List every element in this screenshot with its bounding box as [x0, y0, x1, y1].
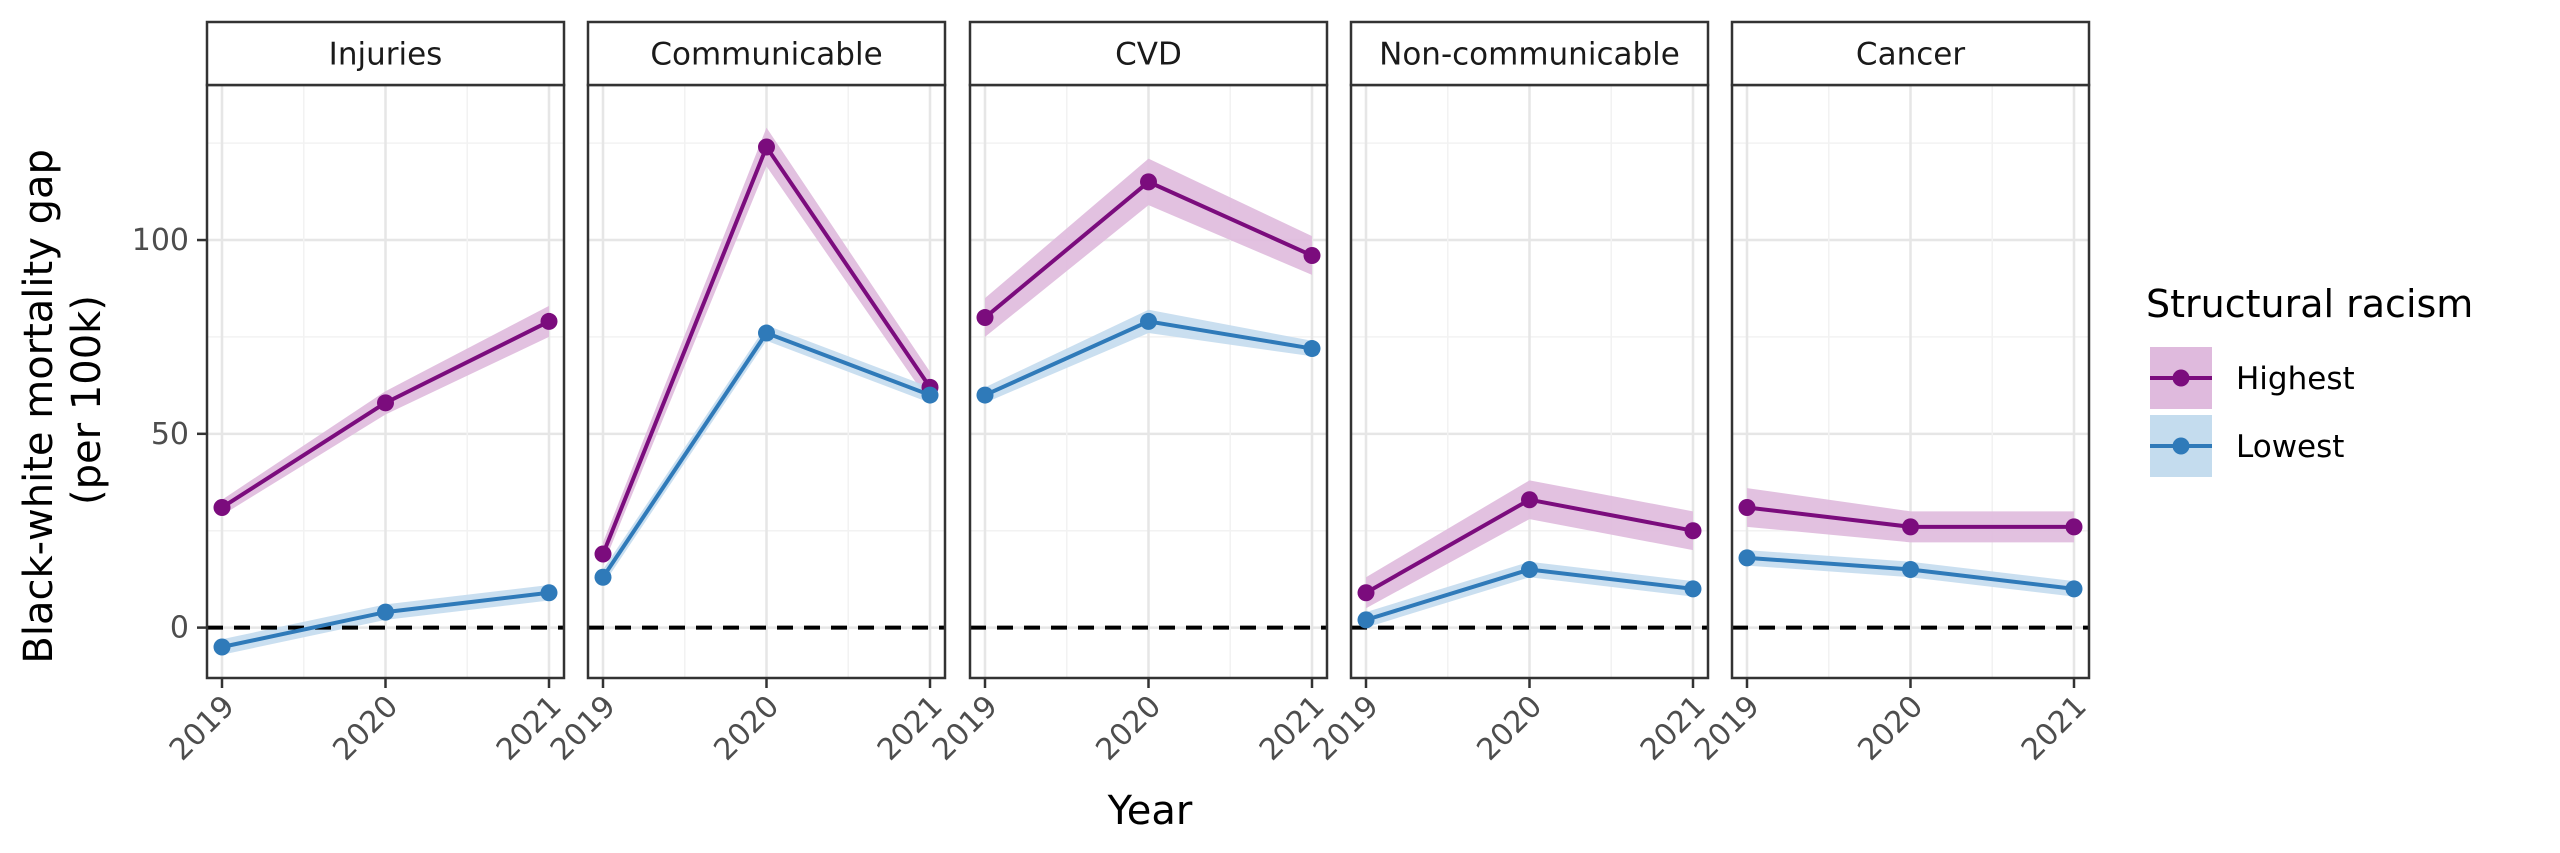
x-tick-label: 2019	[926, 689, 1005, 768]
x-tick-label: 2019	[163, 689, 242, 768]
legend-title: Structural racism	[2146, 282, 2473, 326]
grid	[207, 85, 564, 678]
y-tick-label: 0	[170, 611, 189, 646]
x-tick-label: 2020	[1089, 689, 1168, 768]
data-point-highest	[594, 545, 612, 563]
y-axis: 0 50 100	[132, 223, 207, 646]
facet-strip-label: Injuries	[329, 37, 443, 73]
data-point-lowest	[921, 386, 939, 404]
facet-panel-injuries: Injuries	[205, 20, 566, 680]
facet-panel-communicable: Communicable	[586, 20, 947, 680]
ci-ribbon-highest	[1366, 480, 1693, 609]
y-axis-title-line-2: (per 100k)	[64, 295, 110, 505]
data-point-highest	[758, 138, 775, 156]
data-point-lowest	[1140, 312, 1157, 330]
facet-panels: Injuries Communicable CVD Non-communicable C…	[205, 20, 2091, 680]
data-point-highest	[213, 498, 231, 516]
data-point-lowest	[377, 603, 394, 621]
data-point-highest	[2065, 518, 2083, 536]
x-tick-label: 2020	[1470, 689, 1549, 768]
legend-item-highest: Highest	[2150, 347, 2355, 409]
legend-key-point	[2172, 437, 2190, 455]
facet-strip	[1349, 20, 1710, 87]
y-axis-title: Black-white mortality gap (per 100k)	[16, 136, 110, 663]
data-point-lowest	[1357, 611, 1375, 629]
legend-item-lowest: Lowest	[2150, 415, 2344, 477]
x-tick-label: 2019	[1688, 689, 1767, 768]
ci-ribbon-highest	[985, 158, 1312, 337]
data-point-highest	[540, 312, 558, 330]
x-tick-label: 2020	[707, 689, 786, 768]
legend-label: Highest	[2236, 361, 2355, 397]
data-point-lowest	[1303, 340, 1321, 358]
data-point-lowest	[594, 568, 612, 586]
x-tick-label: 2020	[326, 689, 405, 768]
data-point-lowest	[540, 584, 558, 602]
facet-strip-label: Non-communicable	[1379, 37, 1680, 73]
facet-strip	[1730, 20, 2091, 87]
y-axis-title-line-1: Black-white mortality gap	[16, 149, 62, 664]
y-tick-label: 50	[151, 417, 189, 452]
data-point-lowest	[976, 386, 994, 404]
facet-panel-cvd: CVD	[968, 20, 1329, 680]
x-tick-label: 2021	[2015, 689, 2094, 768]
facet-strip	[968, 20, 1329, 87]
data-point-lowest	[1521, 560, 1538, 578]
x-tick-label: 2019	[1307, 689, 1386, 768]
data-point-highest	[1140, 173, 1157, 191]
data-point-highest	[377, 394, 394, 412]
data-point-highest	[1303, 247, 1321, 265]
facet-panel-cancer: Cancer	[1730, 20, 2091, 680]
legend-label: Lowest	[2236, 429, 2344, 465]
y-tick-label: 100	[132, 223, 189, 258]
data-point-lowest	[758, 324, 775, 342]
data-point-highest	[1902, 518, 1919, 536]
x-tick-label: 2019	[544, 689, 623, 768]
data-point-highest	[1684, 522, 1702, 540]
facet-strip-label: CVD	[1115, 37, 1182, 73]
facet-strip	[205, 20, 566, 87]
data-point-lowest	[213, 638, 231, 656]
facet-strip-label: Cancer	[1856, 37, 1965, 73]
data-point-lowest	[1902, 560, 1919, 578]
data-point-highest	[1357, 584, 1375, 602]
data-point-highest	[976, 309, 994, 327]
data-point-lowest	[1738, 549, 1756, 567]
facet-panel-non-communicable: Non-communicable	[1349, 20, 1710, 680]
data-point-highest	[1738, 498, 1756, 516]
x-tick-label: 2020	[1851, 689, 1930, 768]
x-axis-title: Year	[1107, 788, 1193, 834]
data-point-lowest	[1684, 580, 1702, 598]
legend-key-point	[2172, 369, 2190, 387]
data-point-highest	[1521, 491, 1538, 509]
facet-strip	[586, 20, 947, 87]
facet-strip-label: Communicable	[650, 37, 882, 73]
legend: Structural racism Highest Lowest	[2146, 282, 2473, 477]
data-point-lowest	[2065, 580, 2083, 598]
